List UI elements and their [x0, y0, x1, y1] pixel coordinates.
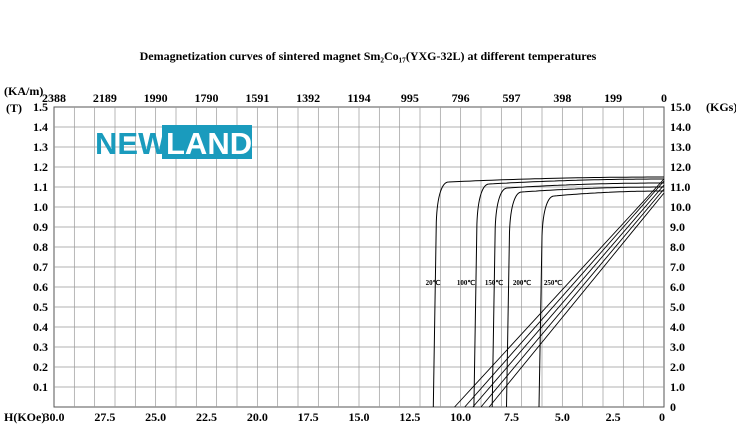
y-right-tick-label: 9.0: [670, 220, 685, 234]
y-right-tick-label: 4.0: [670, 320, 685, 334]
x-top-tick-label: 1790: [195, 91, 219, 105]
y-tick-label: 1.3: [33, 140, 48, 154]
x-tick-label: 5.0: [555, 410, 570, 424]
x-tick-label: 15.0: [349, 410, 370, 424]
y-right-tick-label: 3.0: [670, 340, 685, 354]
y-tick-label: 1.5: [33, 100, 48, 114]
y-right-tick-label: 0: [670, 400, 676, 414]
intrinsic-curve-0: [432, 176, 664, 408]
x-top-tick-label: 1194: [347, 91, 370, 105]
temperature-label: 20℃: [426, 279, 441, 287]
y-right-tick-label: 15.0: [670, 100, 691, 114]
x-tick-label: 2.5: [606, 410, 621, 424]
x-top-tick-label: 199: [604, 91, 622, 105]
x-top-tick-label: 1591: [245, 91, 269, 105]
x-top-tick-label: 0: [661, 91, 667, 105]
logo-box: [162, 125, 252, 159]
y-tick-label: 0.2: [33, 360, 48, 374]
x-tick-label: 7.5: [504, 410, 519, 424]
y-tick-label: 0.8: [33, 240, 48, 254]
y-tick-label: 0.5: [33, 300, 48, 314]
x-top-tick-label: 1392: [296, 91, 320, 105]
y-right-tick-label: 1.0: [670, 380, 685, 394]
x-tick-label: 30.0: [44, 410, 65, 424]
y-tick-label: 1.2: [33, 160, 48, 174]
y-tick-label: 0.4: [33, 320, 48, 334]
normal-curve-line: [464, 180, 665, 408]
x-top-tick-label: 2189: [93, 91, 117, 105]
x-axis-label: H(KOe): [4, 410, 45, 424]
y-right-tick-label: 2.0: [670, 360, 685, 374]
y-right-tick-label: 12.0: [670, 160, 691, 174]
y-left-unit: (T): [6, 101, 22, 115]
y-tick-label: 0.1: [33, 380, 48, 394]
x-tick-label: 17.5: [298, 410, 319, 424]
axis-labels: 1.5 1.4 1.3 1.2 1.1 1.0 0.9 0.8 0.7 0.6 0.5 0.4 0.3 0…: [4, 84, 736, 424]
temperature-label: 150℃: [485, 279, 504, 287]
y-right-tick-label: 14.0: [670, 120, 691, 134]
y-right-tick-label: 7.0: [670, 260, 685, 274]
y-right-tick-label: 8.0: [670, 240, 685, 254]
intrinsic-curve-1: [473, 178, 664, 408]
x-top-tick-label: 2388: [42, 91, 66, 105]
grid: [53, 106, 665, 408]
y-right-unit: (KGs): [706, 100, 736, 114]
y-tick-label: 1.1: [33, 180, 48, 194]
x-top-tick-label: 796: [452, 91, 470, 105]
x-tick-label: 0: [659, 410, 665, 424]
x-top-tick-label: 995: [401, 91, 419, 105]
x-top-tick-label: 1990: [144, 91, 168, 105]
y-right-tick-label: 11.0: [670, 180, 690, 194]
intrinsic-curve-4: [538, 190, 664, 408]
y-tick-label: 1.4: [33, 120, 48, 134]
x-tick-label: 20.0: [247, 410, 268, 424]
y-right-tick-label: 13.0: [670, 140, 691, 154]
y-tick-label: 0.6: [33, 280, 48, 294]
chart-title: Demagnetization curves of sintered magne…: [140, 49, 597, 63]
logo-text-new: NEW: [95, 126, 168, 161]
top-axis-unit: (KA/m): [4, 84, 43, 98]
y-tick-label: 0.9: [33, 220, 48, 234]
y-right-tick-label: 5.0: [670, 300, 685, 314]
newland-logo: NEW LAND: [95, 125, 252, 161]
normal-curve-line: [472, 184, 665, 408]
y-tick-label: 0.3: [33, 340, 48, 354]
x-tick-label: 25.0: [145, 410, 166, 424]
intrinsic-curve-3: [506, 186, 664, 408]
x-top-tick-label: 398: [553, 91, 571, 105]
temperature-label: 100℃: [457, 279, 476, 287]
y-right-tick-label: 10.0: [670, 200, 691, 214]
temperature-label: 200℃: [513, 279, 532, 287]
curves: 20℃ 100℃ 150℃ 200℃ 250℃: [426, 176, 665, 408]
x-top-tick-label: 597: [503, 91, 521, 105]
y-tick-label: 0.7: [33, 260, 48, 274]
x-tick-label: 27.5: [94, 410, 115, 424]
y-tick-label: 1.0: [33, 200, 48, 214]
normal-curve-line: [480, 188, 665, 408]
normal-curve-line: [488, 192, 665, 408]
intrinsic-curve-2: [491, 182, 664, 408]
temperature-label: 250℃: [544, 279, 563, 287]
y-right-tick-label: 6.0: [670, 280, 685, 294]
x-tick-label: 22.5: [196, 410, 217, 424]
x-tick-label: 10.0: [450, 410, 471, 424]
logo-text-land: LAND: [166, 126, 252, 161]
normal-curve-line: [454, 178, 665, 408]
x-tick-label: 12.5: [399, 410, 420, 424]
